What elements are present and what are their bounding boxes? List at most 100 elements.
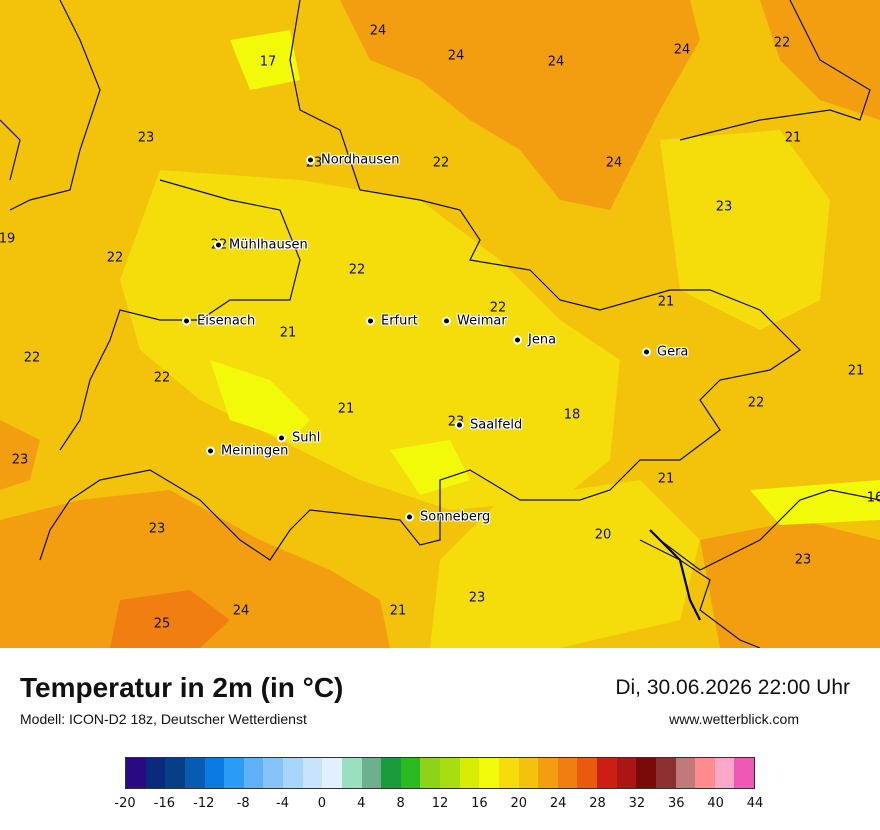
warm-zone-southwest <box>0 490 390 648</box>
state-borders <box>0 0 880 649</box>
cool-zone-1 <box>210 360 310 440</box>
temp-value: 20 <box>594 527 612 543</box>
city-label: Nordhausen <box>321 152 400 168</box>
city-marker-sonneberg[interactable]: Sonneberg <box>405 510 490 525</box>
temp-value: 24 <box>605 155 623 171</box>
legend-tick-label: 4 <box>357 796 366 811</box>
hot-zone-southwest <box>110 590 230 648</box>
temp-value: 21 <box>389 603 407 619</box>
temp-value: 21 <box>847 363 865 379</box>
city-marker-erfurt[interactable]: Erfurt <box>366 314 418 329</box>
legend-swatch <box>675 758 696 788</box>
legend-tick-label: 0 <box>317 796 327 811</box>
legend-swatch <box>283 758 303 788</box>
legend-swatch <box>400 758 421 788</box>
city-marker-jena[interactable]: Jena <box>513 333 556 348</box>
legend-swatch <box>577 758 597 788</box>
legend-tick-label: 16 <box>471 796 488 811</box>
city-label: Suhl <box>292 430 321 446</box>
legend-tick-label: 28 <box>589 796 606 811</box>
legend-tick-label: -12 <box>193 796 215 811</box>
cool-zone-4 <box>750 480 880 525</box>
website-link[interactable]: www.wetterblick.com <box>669 711 799 727</box>
city-label: Erfurt <box>381 313 418 329</box>
temp-value: 24 <box>369 23 387 39</box>
legend-tick-label: 40 <box>707 796 724 811</box>
temp-value: 22 <box>489 300 507 316</box>
map-canvas <box>0 0 880 649</box>
city-dot <box>455 420 464 430</box>
city-marker-weimar[interactable]: Weimar <box>442 314 507 329</box>
legend-swatch <box>695 758 715 788</box>
legend-swatch <box>263 758 283 788</box>
temp-value: 23 <box>148 521 166 537</box>
legend-swatch <box>361 758 382 788</box>
legend-tick-label: 20 <box>510 796 528 811</box>
temp-value: 21 <box>657 471 675 487</box>
legend-tick-label: 44 <box>746 796 764 811</box>
city-marker-gera[interactable]: Gera <box>642 345 688 360</box>
temperature-map[interactable]: 24 24 24 24 22 17 23 21 24 22 23 23 19 2… <box>0 0 880 649</box>
legend-swatch <box>165 758 185 788</box>
legend-tick-label: -4 <box>276 796 289 811</box>
temp-value: 21 <box>784 130 802 146</box>
temp-value: 23 <box>11 452 29 468</box>
national-border <box>649 529 701 621</box>
city-marker-meiningen[interactable]: Meiningen <box>206 444 288 459</box>
legend-tick-label: 24 <box>549 796 567 811</box>
warm-zone-southeast <box>700 520 880 648</box>
city-dot <box>405 512 414 522</box>
legend-swatch <box>498 758 519 788</box>
temp-value: 23 <box>468 590 486 606</box>
color-legend <box>125 757 755 789</box>
city-label: Mühlhausen <box>229 237 308 253</box>
legend-swatch <box>322 758 342 788</box>
legend-swatch <box>557 758 578 788</box>
legend-swatch <box>597 758 617 788</box>
cool-zone-2 <box>390 440 470 495</box>
legend-swatch <box>538 758 558 788</box>
legend-swatch <box>420 758 440 788</box>
city-marker-suhl[interactable]: Suhl <box>277 431 320 446</box>
city-dot <box>277 433 286 443</box>
city-dot <box>513 335 522 345</box>
legend-swatch <box>636 758 656 788</box>
city-dot <box>366 316 375 326</box>
legend-tick-label: -16 <box>153 796 175 811</box>
legend-swatch <box>145 758 166 788</box>
city-label: Gera <box>657 344 689 360</box>
temp-value: 17 <box>259 54 277 70</box>
temp-value: 24 <box>673 42 691 58</box>
temp-value: 18 <box>563 407 581 423</box>
legend-tick-label: 8 <box>396 796 405 811</box>
city-marker-saalfeld[interactable]: Saalfeld <box>455 418 522 433</box>
legend-swatch <box>204 758 225 788</box>
map-title: Temperatur in 2m (in °C) <box>20 672 344 703</box>
city-dot <box>206 446 215 456</box>
legend-tick-label: 32 <box>628 796 646 811</box>
legend-swatch <box>184 758 205 788</box>
city-dot <box>642 347 651 357</box>
legend-swatch <box>381 758 401 788</box>
city-marker-nordhausen[interactable]: Nordhausen <box>306 153 400 168</box>
city-marker-eisenach[interactable]: Eisenach <box>182 314 255 329</box>
city-label: Saalfeld <box>470 417 523 433</box>
city-dot <box>442 316 451 326</box>
temp-value: 24 <box>547 54 565 70</box>
temp-value: 22 <box>348 262 366 278</box>
legend-swatch <box>459 758 480 788</box>
cool-zone-east <box>660 130 830 330</box>
cool-zone-3 <box>230 30 300 90</box>
legend-swatch <box>479 758 499 788</box>
legend-swatch <box>341 758 362 788</box>
legend-tick-label: -8 <box>236 796 250 811</box>
temp-value: 21 <box>279 325 297 341</box>
legend-swatch <box>440 758 460 788</box>
city-marker-muehlhausen[interactable]: Mühlhausen <box>214 238 308 253</box>
temp-value: 24 <box>447 48 465 64</box>
temp-value: 22 <box>747 395 765 411</box>
forecast-datetime: Di, 30.06.2026 22:00 Uhr <box>615 676 850 699</box>
temp-value: 19 <box>0 231 16 247</box>
city-label: Weimar <box>457 313 507 329</box>
temp-value: 21 <box>657 294 675 310</box>
